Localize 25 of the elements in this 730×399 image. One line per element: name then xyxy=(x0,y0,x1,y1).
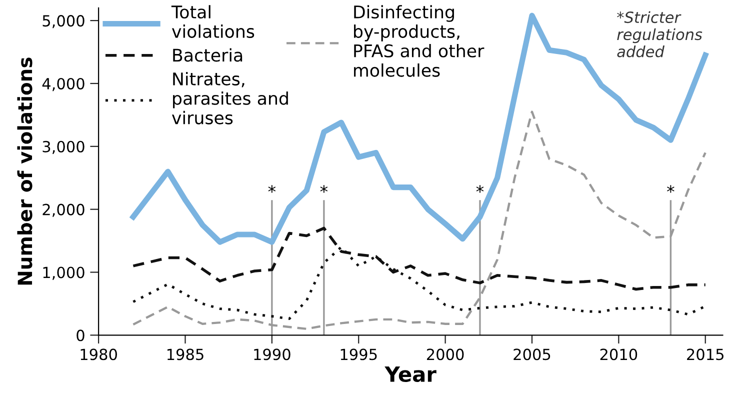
x-tick-label: 1980 xyxy=(80,348,117,360)
ref-line-label: * xyxy=(320,185,328,193)
ref-line-label: * xyxy=(667,185,674,193)
x-axis-title: Year xyxy=(384,366,436,382)
y-tick-label: 3,000 xyxy=(42,140,84,154)
ref-line-label: * xyxy=(476,185,484,193)
y-tick-label: 0 xyxy=(76,330,84,342)
y-tick-label: 1,000 xyxy=(43,266,84,280)
x-tick-label: 2000 xyxy=(426,348,464,360)
y-axis-title: Number of violations xyxy=(17,58,32,285)
ref-line-label: * xyxy=(268,185,276,193)
y-tick-label: 4,000 xyxy=(42,78,84,92)
legend-label: Bacteria xyxy=(173,48,242,62)
annotation: *Stricter regulations added xyxy=(617,11,702,58)
legend-label: Nitrates, parasites and viruses xyxy=(172,72,288,124)
x-tick-label: 1985 xyxy=(167,348,204,360)
x-tick-label: 2010 xyxy=(600,348,638,360)
x-tick-label: 1990 xyxy=(254,348,290,360)
legend-label: Total violations xyxy=(171,5,254,38)
x-tick-label: 2015 xyxy=(687,348,724,360)
y-tick-label: 2,000 xyxy=(42,204,84,217)
x-tick-label: 1995 xyxy=(340,348,377,360)
legend-label: Disinfecting by-products, PFAS and other molecules xyxy=(354,5,484,77)
x-tick-label: 2005 xyxy=(514,348,550,360)
y-tick-label: 5,000 xyxy=(42,15,84,28)
